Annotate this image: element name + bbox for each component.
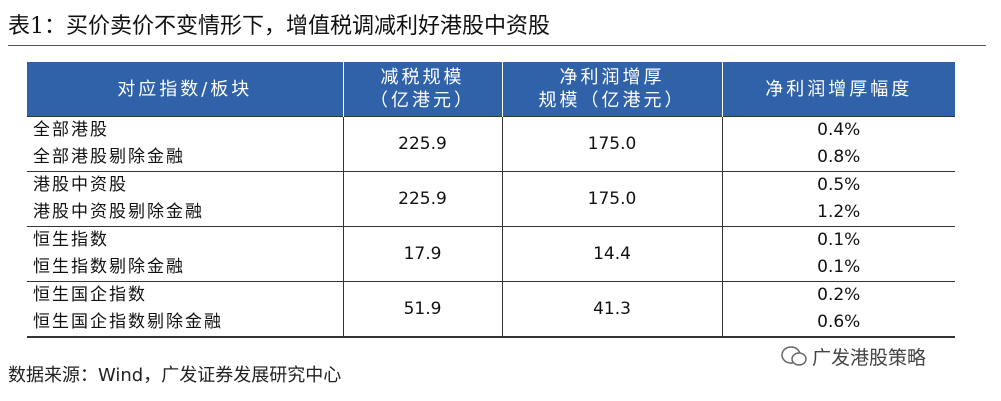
name: 全部港股剔除金融 [33,147,185,167]
name: 全部港股 [33,120,109,140]
pct: 0.2% [817,285,861,305]
table-body: 全部港股 全部港股剔除金融 225.9 175.0 0.4% 0.8% 港股中资股 港股中资股… [27,116,955,338]
pct: 0.8% [817,147,861,167]
source: 数据来源：Wind，广发证券发展研究中心 [8,365,342,386]
tax-cut-cell: 225.9 [342,116,502,172]
rule [8,45,986,46]
pct: 0.1% [817,230,861,250]
profit-cell: 41.3 [501,281,722,338]
watermark: 广发港股策略 [812,347,927,369]
table: 对应指数/板块 减税规模 （亿港元） 净利润增厚 规模（亿港元） 净利润增厚幅度 全部港股… [27,62,955,338]
title: 表1：买价卖价不变情形下，增值税调减利好港股中资股 [8,14,550,39]
row: 全部港股 全部港股剔除金融 225.9 175.0 0.4% 0.8% [27,116,955,172]
name: 恒生国企指数 [33,285,147,305]
pct-cell: 0.1% 0.1% [721,226,955,282]
header-text: 规模（亿港元） [538,90,686,111]
name: 港股中资股剔除金融 [33,202,204,222]
profit-cell: 175.0 [501,116,722,172]
header-text: （亿港元） [370,90,475,111]
name-cell: 恒生指数恒生指数剔除金融 [27,226,343,282]
row: 恒生国企指数 恒生国企指数剔除金融 51.9 41.3 0.2% 0.6% [27,281,955,338]
name-cell: 恒生国企指数恒生国企指数剔除金融 [27,281,343,338]
pct: 0.1% [817,257,861,277]
pct: 1.2% [817,202,861,222]
header-cell: 对应指数/板块 [27,62,343,117]
pct-cell: 0.4% 0.8% [721,116,955,172]
tax-cut-cell: 225.9 [342,171,502,227]
name-cell: 全部港股全部港股剔除金融 [27,116,343,172]
pct-cell: 0.2% 0.6% [721,281,955,338]
name: 恒生指数剔除金融 [33,257,185,277]
profit-cell: 14.4 [501,226,722,282]
name: 港股中资股 [33,175,128,195]
name-cell: 港股中资股港股中资股剔除金融 [27,171,343,227]
name: 恒生国企指数剔除金融 [33,312,223,332]
row: 港股中资股 港股中资股剔除金融 225.9 175.0 0.5% 1.2% [27,171,955,227]
header-row: 对应指数/板块 减税规模 （亿港元） 净利润增厚 规模（亿港元） 净利润增厚幅度 [27,62,955,117]
pct-cell: 0.5% 1.2% [721,171,955,227]
header-cell: 净利润增厚幅度 [721,62,955,117]
pct: 0.6% [817,312,861,332]
header-text: 净利润增厚 [559,67,665,88]
header-text: 净利润增厚幅度 [765,78,913,100]
header-cell: 减税规模 （亿港元） [342,62,502,117]
row: 恒生指数 恒生指数剔除金融 17.9 14.4 0.1% 0.1% [27,226,955,282]
tax-cut-cell: 51.9 [342,281,502,338]
header-text: 减税规模 [380,67,465,88]
header-text: 对应指数/板块 [117,78,253,100]
tax-cut-cell: 17.9 [342,226,502,282]
pct: 0.4% [817,120,861,140]
name: 恒生指数 [33,230,109,250]
header-cell: 净利润增厚 规模（亿港元） [501,62,722,117]
pct: 0.5% [817,175,861,195]
profit-cell: 175.0 [501,171,722,227]
watermark-icon [781,346,807,366]
